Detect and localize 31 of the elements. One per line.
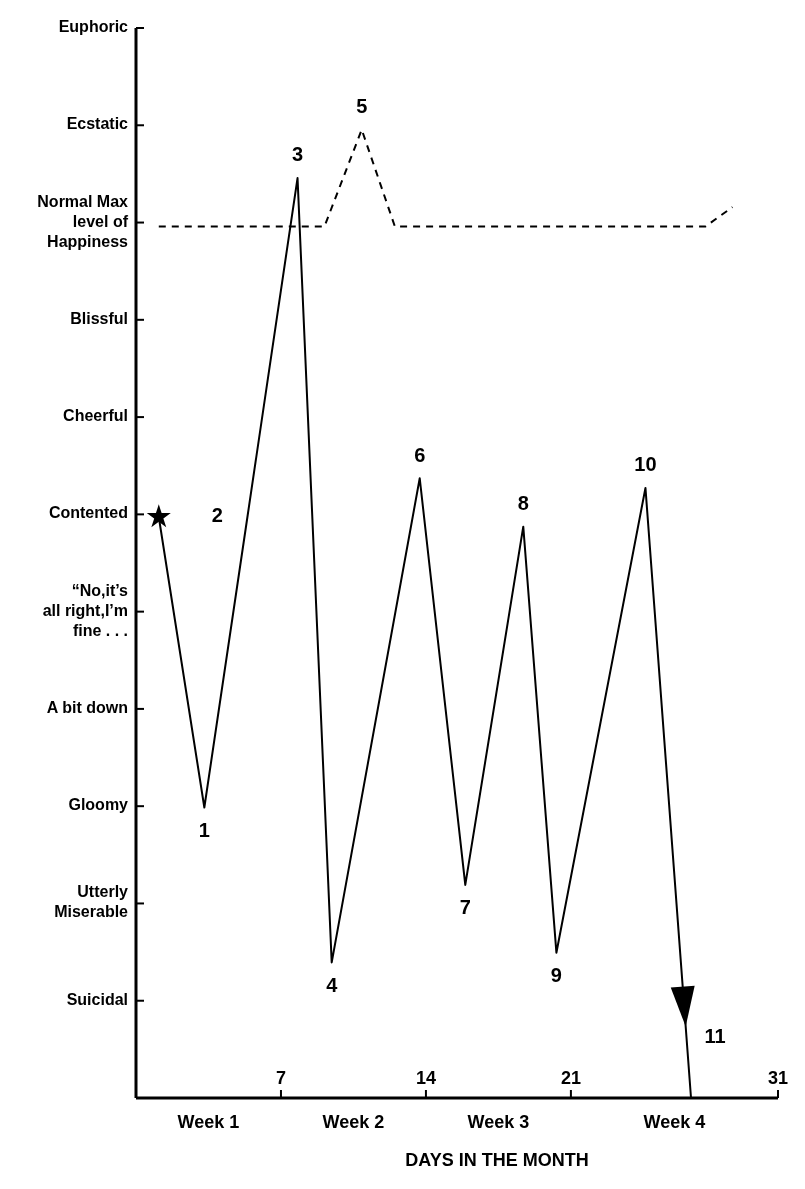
annotation: 5 [356, 94, 368, 117]
annotation: 11 [704, 1025, 726, 1048]
annotation: 4 [326, 973, 339, 996]
annotation: 7 [459, 896, 471, 919]
category-label: Utterly Miserable [54, 883, 128, 921]
category-label: Blissful [70, 310, 128, 328]
category-label: Suicidal [66, 990, 128, 1008]
x-axis-title: DAYS IN THE MONTH [405, 1150, 589, 1170]
category-label: “No,it’s all right,I’m fine . . . [42, 581, 128, 639]
category-label: Normal Max level of Happiness [37, 192, 128, 250]
annotation: 2 [211, 504, 223, 527]
annotation: 9 [550, 964, 562, 987]
category-label: Cheerful [63, 407, 128, 425]
text: Week 4 [643, 1112, 706, 1132]
annotation: 3 [291, 143, 304, 166]
text: Week 3 [467, 1112, 530, 1132]
text: Week 1 [177, 1112, 240, 1132]
annotation: 8 [517, 491, 529, 514]
annotation: 10 [634, 453, 657, 476]
category-label: A bit down [46, 699, 128, 717]
x-tick-label: 7 [275, 1068, 286, 1088]
x-tick-label: 14 [415, 1068, 436, 1088]
annotation: 6 [414, 443, 426, 466]
text: Week 2 [322, 1112, 385, 1132]
category-label: Euphoric [58, 18, 128, 36]
x-tick-label: 31 [767, 1068, 789, 1088]
category-label: Gloomy [68, 796, 128, 814]
x-tick-label: 21 [560, 1068, 581, 1088]
category-label: Contented [48, 504, 128, 522]
category-label: Ecstatic [66, 115, 128, 133]
annotation: 1 [198, 818, 210, 841]
